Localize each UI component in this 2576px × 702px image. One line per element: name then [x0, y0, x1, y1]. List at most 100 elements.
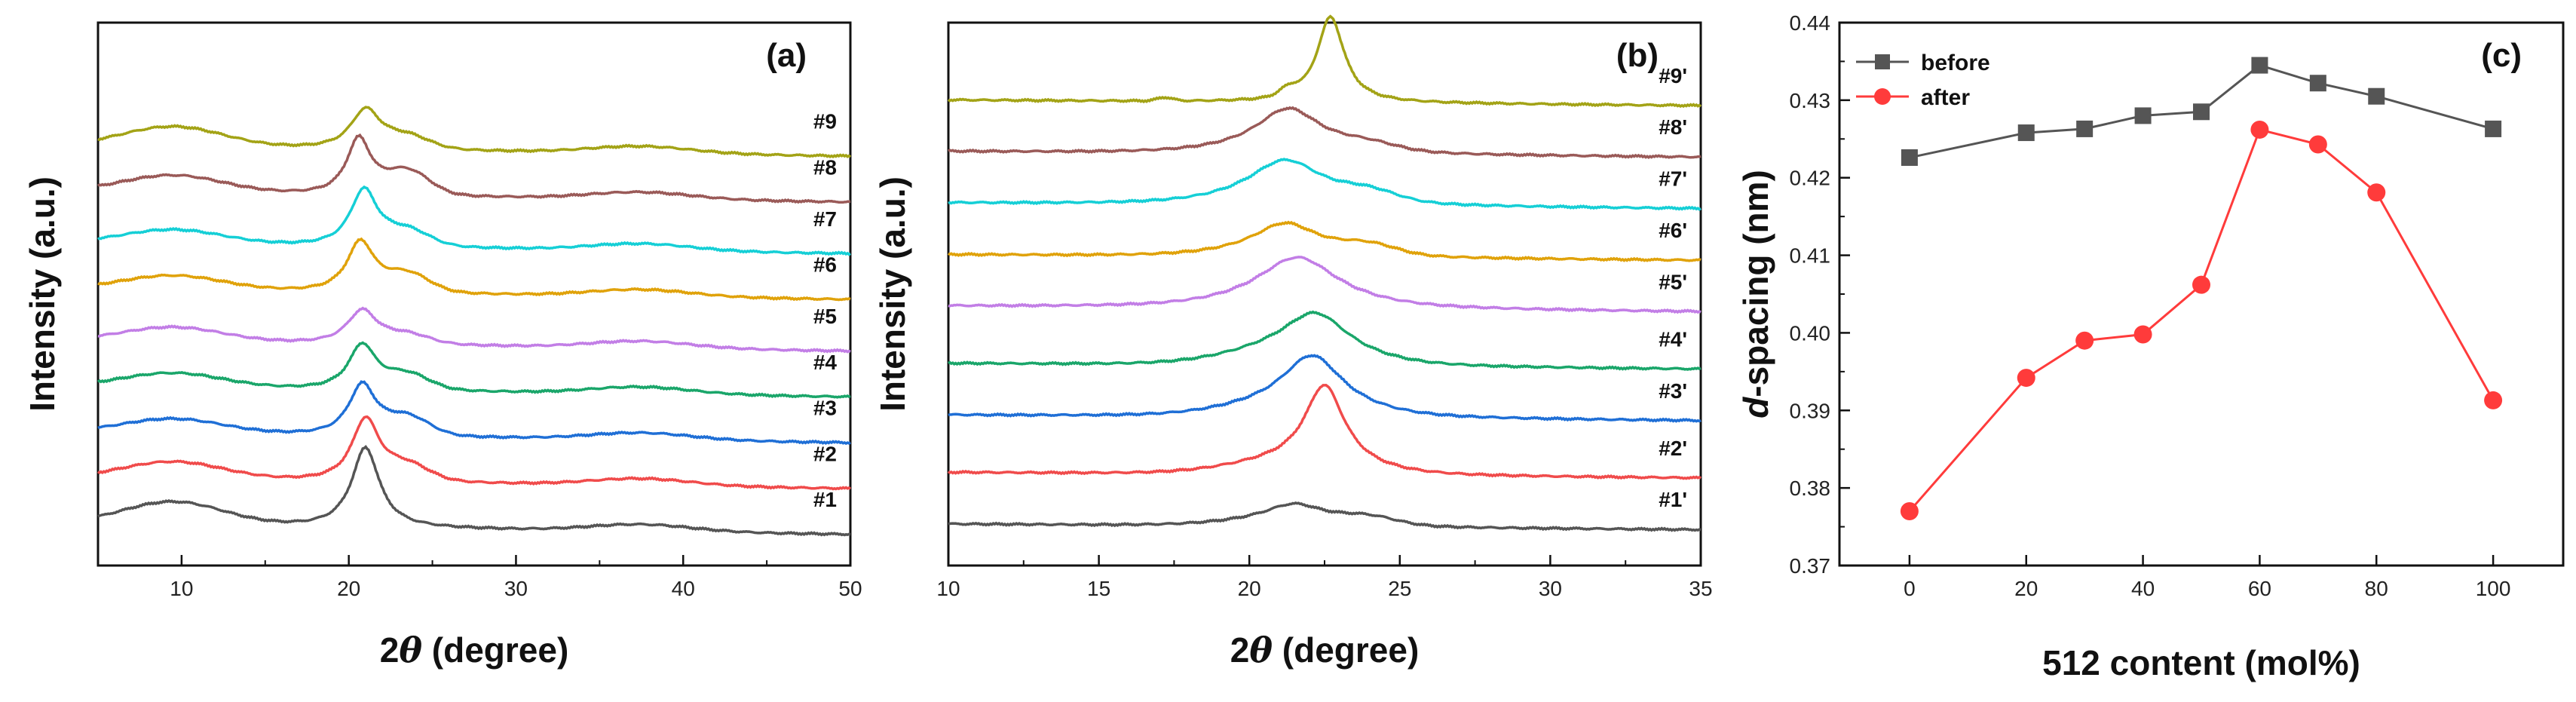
- point-before: [2134, 107, 2152, 124]
- curve-n3: [97, 380, 851, 446]
- panel-b-ylabel: Intensity (a.u.): [873, 176, 912, 412]
- panel-b-curves: [947, 14, 1702, 532]
- x-tick-label: 40: [2131, 577, 2155, 600]
- curve-label: #8': [1659, 115, 1687, 139]
- point-after: [2133, 325, 2152, 344]
- curve-n6: [97, 237, 851, 302]
- panel-c-ticks: 0 20 40 60 80 100 0.37 0.38 0.39 0.40 0.41 0.42 0.43…: [1790, 11, 2511, 600]
- curve-label: #7: [813, 207, 837, 231]
- panel-a-x-ticks: 10 20 30 40 50: [97, 555, 862, 600]
- point-before: [2017, 124, 2035, 142]
- y-tick-label: 0.37: [1790, 554, 1831, 578]
- x-tick-label: 15: [1087, 577, 1110, 600]
- point-after: [2367, 183, 2386, 202]
- x-tick-label: 20: [337, 577, 360, 600]
- x-tick-label: 0: [1904, 577, 1916, 600]
- curve-n4: [97, 341, 851, 399]
- x-tick-label: 60: [2248, 577, 2271, 600]
- panel-a-curves: [97, 106, 852, 537]
- panel-c-label: (c): [2481, 37, 2522, 74]
- curve-n5p: [948, 256, 1702, 314]
- panel-b-x-ticks: 10 15 20 25 30 35: [936, 555, 1713, 600]
- point-before: [2368, 87, 2385, 105]
- panel-a-xlabel-suffix: (degree): [422, 630, 568, 670]
- point-after: [2192, 275, 2210, 294]
- x-tick-label: 30: [1539, 577, 1562, 600]
- panel-c-ylabel: d-spacing (nm): [1736, 170, 1775, 418]
- y-tick-label: 0.41: [1790, 244, 1831, 268]
- x-tick-label: 30: [504, 577, 528, 600]
- panel-a: #1 #2 #3 #4 #5 #6 #7 #8 #9 10 20 30 40 50 (a) Intens…: [23, 21, 862, 670]
- curve-label: #9': [1659, 64, 1687, 87]
- curve-label: #6': [1659, 219, 1687, 242]
- curve-label: #4': [1659, 327, 1687, 351]
- point-after: [2308, 135, 2327, 154]
- panel-b: #1' #2' #3' #4' #5' #6' #7' #8' #9' 10 15 20 25 30 35…: [873, 14, 1713, 670]
- curve-label: #2': [1659, 437, 1687, 460]
- point-after: [2075, 331, 2094, 350]
- curve-label: #8: [813, 155, 837, 179]
- point-before: [1901, 149, 1918, 166]
- curve-n2p: [947, 384, 1702, 480]
- panel-a-xlabel: 2θ (degree): [380, 630, 569, 670]
- x-tick-label: 35: [1689, 577, 1712, 600]
- y-tick-label: 0.40: [1790, 321, 1831, 345]
- curve-n2: [97, 415, 852, 491]
- curve-n4p: [948, 310, 1702, 371]
- curve-n3p: [948, 354, 1702, 423]
- curve-n9: [97, 106, 852, 159]
- point-before: [2309, 75, 2326, 92]
- panel-b-xlabel: 2θ (degree): [1230, 630, 1420, 670]
- panel-b-xlabel-prefix: 2: [1230, 630, 1250, 670]
- point-after: [1900, 502, 1919, 520]
- panel-b-label: (b): [1616, 37, 1659, 74]
- point-after: [2484, 391, 2503, 409]
- panel-c-xlabel: 512 content (mol%): [2042, 643, 2360, 682]
- panel-c-ylabel-italic: d: [1736, 397, 1775, 418]
- x-tick-label: 80: [2365, 577, 2388, 600]
- y-tick-label: 0.44: [1790, 11, 1831, 35]
- y-tick-label: 0.38: [1790, 477, 1831, 500]
- curve-n9p: [947, 14, 1702, 109]
- curve-label: #2: [813, 442, 837, 465]
- x-tick-label: 20: [1238, 577, 1261, 600]
- curve-label: #5: [813, 305, 837, 328]
- x-tick-label: 10: [936, 577, 960, 600]
- curve-label: #9: [813, 110, 837, 133]
- curve-n8p: [948, 106, 1702, 159]
- curve-n1p: [948, 501, 1702, 532]
- point-before: [2193, 103, 2210, 121]
- x-tick-label: 100: [2476, 577, 2511, 600]
- curve-label: #1': [1659, 488, 1687, 511]
- panel-c-legend: before after: [1856, 51, 1990, 110]
- legend-before-label: before: [1921, 51, 1990, 75]
- panel-a-xlabel-theta: θ: [399, 630, 422, 670]
- panel-a-ylabel: Intensity (a.u.): [23, 176, 62, 412]
- curve-label: #4: [813, 351, 838, 374]
- y-tick-label: 0.43: [1790, 89, 1831, 112]
- y-tick-label: 0.39: [1790, 399, 1831, 422]
- curve-label: #5': [1659, 270, 1687, 293]
- panel-a-label: (a): [766, 37, 807, 74]
- curve-n7p: [948, 158, 1702, 211]
- y-tick-label: 0.42: [1790, 167, 1831, 190]
- panel-b-xlabel-suffix: (degree): [1273, 630, 1419, 670]
- panel-a-curve-labels: #1 #2 #3 #4 #5 #6 #7 #8 #9: [813, 110, 838, 512]
- legend-after-marker: [1874, 88, 1891, 105]
- point-before: [2076, 120, 2094, 137]
- panel-c-markers: [1900, 57, 2503, 520]
- panel-a-xlabel-prefix: 2: [380, 630, 400, 670]
- curve-label: #3': [1659, 379, 1687, 403]
- panel-a-frame: [96, 21, 852, 567]
- curve-n1: [97, 445, 851, 537]
- panel-b-xlabel-theta: θ: [1249, 630, 1273, 670]
- legend-after-label: after: [1921, 85, 1970, 110]
- point-before: [2485, 120, 2502, 137]
- x-tick-label: 10: [170, 577, 193, 600]
- point-after: [2017, 369, 2035, 388]
- x-tick-label: 20: [2014, 577, 2038, 600]
- x-tick-label: 25: [1388, 577, 1411, 600]
- point-after: [2250, 120, 2269, 139]
- curve-n8: [97, 133, 851, 204]
